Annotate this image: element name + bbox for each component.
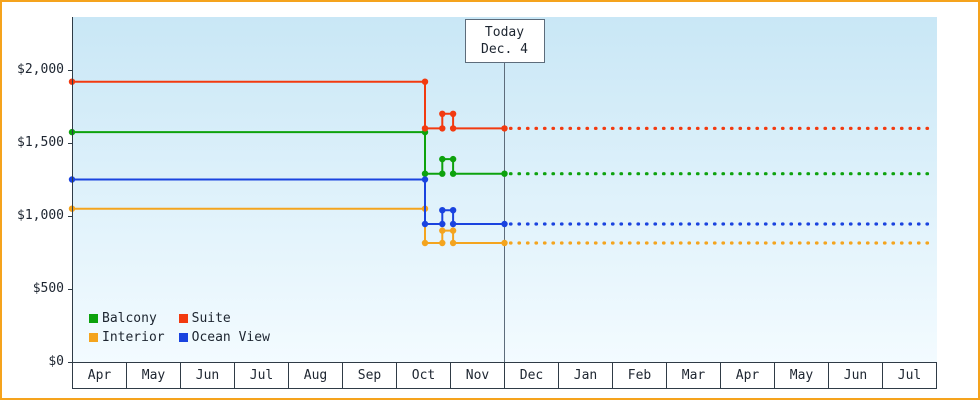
price-marker-suite — [449, 110, 457, 118]
price-marker-balcony — [501, 170, 508, 177]
month-cell: Apr — [73, 363, 127, 388]
y-tick-label: $500 — [32, 281, 64, 296]
month-cell: Jul — [897, 368, 922, 383]
legend-label: Interior — [102, 330, 165, 345]
price-marker-balcony — [439, 170, 446, 177]
month-cell: Apr — [721, 363, 775, 388]
price-marker-balcony — [439, 155, 446, 163]
price-marker-suite — [421, 125, 429, 132]
month-cell: Jan — [559, 363, 613, 388]
y-tick-label: $1,500 — [17, 135, 64, 150]
price-marker-suite — [501, 125, 508, 132]
price-marker-ocean-view — [439, 220, 446, 228]
price-marker-ocean-view — [439, 207, 446, 214]
price-marker-ocean-view — [449, 220, 457, 228]
price-marker-suite — [439, 110, 446, 118]
today-annotation: Today Dec. 4 — [464, 19, 545, 63]
month-cell: May — [127, 363, 181, 388]
month-cell: Jun — [829, 363, 883, 388]
month-cell: May — [775, 363, 829, 388]
month-cell: Oct — [397, 363, 451, 388]
legend-label: Ocean View — [191, 330, 270, 345]
legend-label: Suite — [191, 311, 231, 326]
legend-item-suite: Suite — [178, 311, 270, 326]
month-cell: Sep — [343, 363, 397, 388]
legend-swatch-suite — [178, 314, 188, 323]
price-marker-balcony — [421, 170, 429, 177]
month-cell: Dec — [505, 363, 559, 388]
y-axis-labels: $0 $500 $1,000 $1,500 $2,000 — [2, 2, 64, 398]
x-axis-month-row: Apr May Jun Jul Aug Sep Oct Nov Dec Jan Feb Mar Apr M… — [72, 362, 937, 389]
price-marker-interior — [439, 227, 446, 234]
price-marker-ocean-view — [421, 176, 429, 183]
y-tick-label: $1,000 — [17, 208, 64, 223]
legend-item-interior: Interior — [89, 331, 165, 344]
price-marker-interior — [501, 239, 508, 247]
price-marker-ocean-view — [501, 220, 508, 228]
legend-swatch-ocean-view — [178, 333, 188, 342]
price-marker-suite — [421, 78, 429, 85]
price-marker-balcony — [449, 170, 457, 177]
legend-item-ocean-view: Ocean View — [178, 330, 270, 345]
price-marker-interior — [421, 239, 429, 247]
legend-item-balcony: Balcony — [89, 312, 165, 325]
month-cell: Jun — [181, 363, 235, 388]
y-tick-label: $0 — [48, 354, 64, 369]
price-marker-balcony — [449, 155, 457, 163]
y-tick-label: $2,000 — [17, 62, 64, 77]
price-marker-interior — [439, 239, 446, 247]
price-marker-suite — [449, 125, 457, 132]
legend-label: Balcony — [102, 311, 157, 326]
month-cell: Aug — [289, 363, 343, 388]
month-cell: Nov — [451, 363, 505, 388]
legend-swatch-balcony — [89, 314, 98, 323]
price-marker-ocean-view — [421, 220, 429, 228]
price-marker-suite — [439, 125, 446, 132]
legend: Balcony Suite Interior Ocean View — [89, 312, 270, 344]
legend-swatch-interior — [89, 333, 98, 342]
price-marker-interior — [449, 239, 457, 247]
today-label: Today — [484, 25, 525, 40]
price-marker-interior — [449, 227, 457, 234]
today-date: Dec. 4 — [481, 42, 528, 57]
month-cell: Feb — [613, 363, 667, 388]
price-marker-ocean-view — [449, 207, 457, 214]
month-cell: Mar — [667, 363, 721, 388]
month-cell: Jul — [235, 363, 289, 388]
